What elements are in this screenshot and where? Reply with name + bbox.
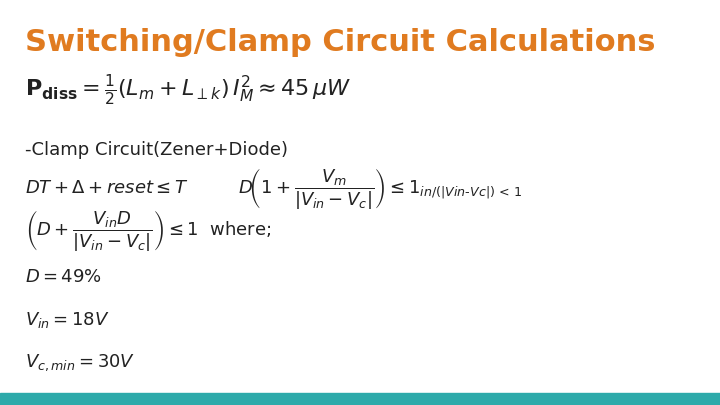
Text: $DT + \Delta + reset \leq T$: $DT + \Delta + reset \leq T$ [25, 179, 189, 197]
Text: $V_{in} = 18V$: $V_{in} = 18V$ [25, 310, 109, 330]
Text: $D = 49\%$: $D = 49\%$ [25, 269, 102, 286]
Text: $D\!\left(1 + \dfrac{V_m}{|V_{in} - V_c|}\right) \leq 1_{in/(|Vin\text{-}Vc|)\,<: $D\!\left(1 + \dfrac{V_m}{|V_{in} - V_c|… [238, 166, 522, 211]
Text: Switching/Clamp Circuit Calculations: Switching/Clamp Circuit Calculations [25, 28, 655, 58]
Text: $\mathbf{P}_{\mathbf{diss}} = \frac{1}{2}(L_m + L_{\perp k})\,I_M^2 \approx 45\,: $\mathbf{P}_{\mathbf{diss}} = \frac{1}{2… [25, 72, 351, 107]
Text: $\left(D + \dfrac{V_{in}D}{|V_{in} - V_c|}\right) \leq 1$  where;: $\left(D + \dfrac{V_{in}D}{|V_{in} - V_c… [25, 208, 271, 254]
Text: $V_{c,min} = 30V$: $V_{c,min} = 30V$ [25, 352, 135, 373]
Text: -Clamp Circuit(Zener+Diode): -Clamp Circuit(Zener+Diode) [25, 141, 288, 159]
